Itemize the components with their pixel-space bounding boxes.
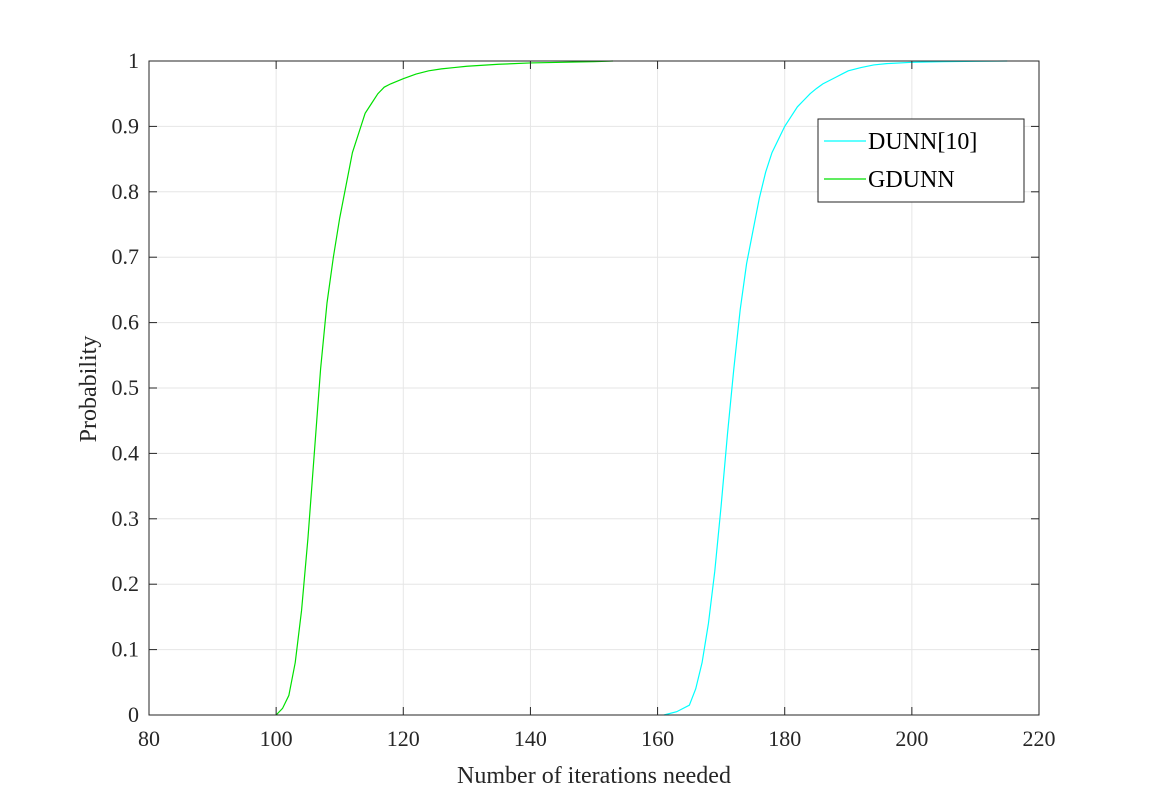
legend: DUNN[10] GDUNN: [817, 118, 1025, 203]
x-tick-label: 160: [641, 726, 674, 751]
y-tick-label: 0.1: [112, 637, 140, 662]
y-tick-label: 0.2: [112, 571, 140, 596]
y-tick-label: 0.8: [112, 179, 140, 204]
y-tick-label: 1: [128, 48, 139, 73]
x-tick-label: 180: [768, 726, 801, 751]
legend-entry-label: GDUNN: [868, 167, 955, 193]
y-tick-label: 0.6: [112, 310, 140, 335]
series-line-dunn10: [663, 60, 1008, 716]
legend-entry-label: DUNN[10]: [868, 129, 977, 155]
y-tick-label: 0.5: [112, 375, 140, 400]
x-tick-label: 80: [138, 726, 160, 751]
y-tick-label: 0.9: [112, 113, 140, 138]
y-tick-labels: 0 0.1 0.2 0.3 0.4 0.5 0.6 0.7 0.8 0.9 1: [112, 48, 140, 727]
tick-marks: [148, 60, 1040, 716]
legend-box: [817, 118, 1025, 203]
y-tick-label: 0.3: [112, 506, 140, 531]
series-lines: [275, 60, 1008, 716]
y-axis-label: Probability: [76, 336, 102, 443]
x-tick-label: 200: [895, 726, 928, 751]
x-tick-labels: 80 100 120 140 160 180 200 220: [138, 726, 1056, 751]
y-tick-label: 0.4: [112, 440, 140, 465]
x-tick-label: 140: [514, 726, 547, 751]
y-tick-label: 0: [128, 702, 139, 727]
x-tick-label: 100: [260, 726, 293, 751]
series-line-gdunn: [275, 60, 614, 716]
x-tick-label: 220: [1023, 726, 1056, 751]
x-tick-label: 120: [387, 726, 420, 751]
y-tick-label: 0.7: [112, 244, 140, 269]
x-axis-label: Number of iterations needed: [457, 763, 731, 789]
